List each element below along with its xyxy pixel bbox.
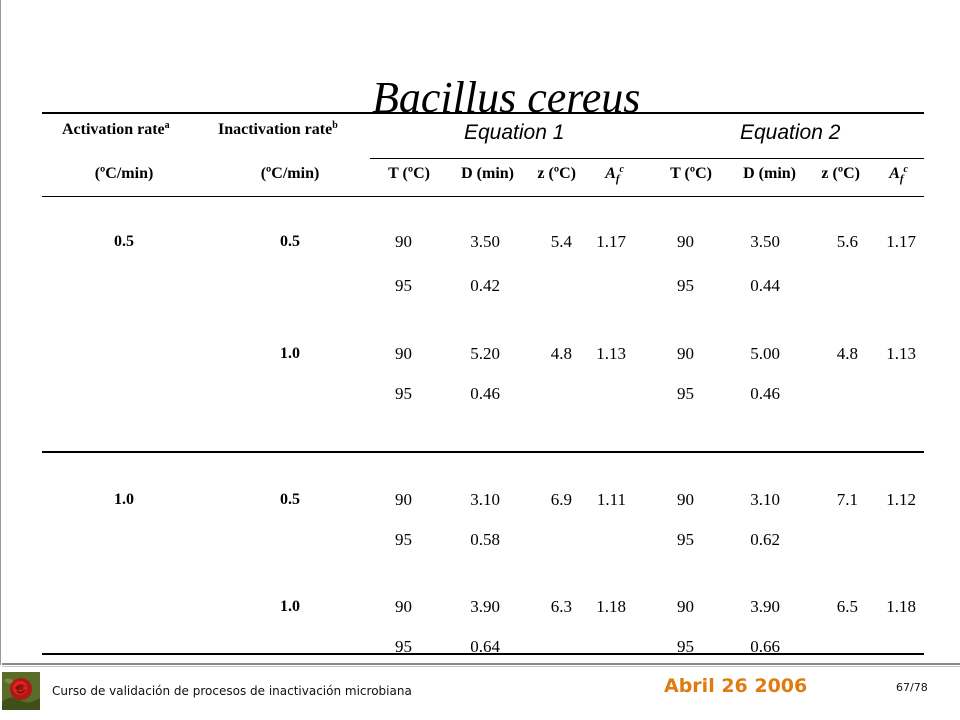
header-col-z2: z (ºC) <box>821 165 860 182</box>
table-cell-z1: 6.9 <box>550 490 572 509</box>
table-cell-z2: 6.5 <box>836 597 858 616</box>
table-cell-d1: 3.50 <box>470 232 500 251</box>
table-cell-z2: 4.8 <box>836 344 858 363</box>
table-cell-d2: 0.66 <box>750 637 780 656</box>
table-cell-t2: 95 <box>677 276 694 295</box>
footer-page-number: 67/78 <box>896 681 928 694</box>
table-cell-a2: 1.12 <box>886 490 916 509</box>
header-col-d2: D (min) <box>743 165 796 182</box>
table-cell-d2: 5.00 <box>750 344 780 363</box>
header-col-d1: D (min) <box>461 165 514 182</box>
table-cell-a2: 1.13 <box>886 344 916 363</box>
table-cell-act: 0.5 <box>114 233 134 250</box>
table-cell-act: 1.0 <box>114 491 134 508</box>
header-bottom-rule <box>42 196 924 197</box>
table-cell-d1: 0.64 <box>470 637 500 656</box>
group-separator-rule <box>42 451 924 453</box>
table-cell-d2: 0.62 <box>750 530 780 549</box>
table-cell-d1: 0.42 <box>470 276 500 295</box>
slide-title: Bacillus cereus <box>372 73 641 122</box>
table-cell-a2: 1.17 <box>886 232 916 251</box>
equation-group-rule <box>370 158 924 159</box>
header-units-inactivation: (ºC/min) <box>260 165 320 182</box>
left-border-rule <box>0 0 1 665</box>
table-cell-t2: 90 <box>677 344 694 363</box>
table-cell-inact: 0.5 <box>280 491 300 508</box>
header-col-af2: Afc <box>889 164 908 186</box>
table-cell-d1: 3.90 <box>470 597 500 616</box>
header-units-activation: (ºC/min) <box>94 165 154 182</box>
table-cell-t1: 90 <box>395 490 412 509</box>
table-cell-t1: 95 <box>395 530 412 549</box>
table-cell-a1: 1.13 <box>596 344 626 363</box>
table-cell-t2: 95 <box>677 530 694 549</box>
table-cell-inact: 1.0 <box>280 345 300 362</box>
table-cell-z1: 5.4 <box>550 232 572 251</box>
table-cell-z2: 7.1 <box>836 490 858 509</box>
table-cell-a1: 1.18 <box>596 597 626 616</box>
footer-rule <box>2 663 960 665</box>
table-cell-inact: 0.5 <box>280 233 300 250</box>
header-activation-rate: Activation ratea <box>62 120 170 138</box>
header-col-t2: T (ºC) <box>670 165 712 182</box>
table-cell-d1: 3.10 <box>470 490 500 509</box>
table-cell-d2: 0.44 <box>750 276 780 295</box>
table-cell-d2: 3.10 <box>750 490 780 509</box>
table-cell-t1: 95 <box>395 384 412 403</box>
table-cell-d2: 3.90 <box>750 597 780 616</box>
table-cell-t2: 95 <box>677 384 694 403</box>
header-col-t1: T (ºC) <box>388 165 430 182</box>
table-cell-d2: 0.46 <box>750 384 780 403</box>
table-cell-d1: 0.46 <box>470 384 500 403</box>
table-cell-t2: 95 <box>677 637 694 656</box>
table-cell-t1: 95 <box>395 276 412 295</box>
table-cell-z2: 5.6 <box>836 232 858 251</box>
header-col-af1: Afc <box>605 164 624 186</box>
footer-course-name: Curso de validación de procesos de inact… <box>52 684 412 698</box>
table-cell-z1: 4.8 <box>550 344 572 363</box>
table-cell-a2: 1.18 <box>886 597 916 616</box>
table-cell-t1: 90 <box>395 344 412 363</box>
table-cell-t1: 90 <box>395 232 412 251</box>
table-cell-a1: 1.11 <box>596 490 626 509</box>
table-cell-t2: 90 <box>677 597 694 616</box>
table-cell-d2: 3.50 <box>750 232 780 251</box>
table-cell-d1: 0.58 <box>470 530 500 549</box>
header-equation-2: Equation 2 <box>740 121 841 144</box>
header-col-z1: z (ºC) <box>537 165 576 182</box>
rose-logo-icon <box>2 672 40 710</box>
table-cell-t2: 90 <box>677 490 694 509</box>
table-cell-t1: 90 <box>395 597 412 616</box>
table-cell-a1: 1.17 <box>596 232 626 251</box>
table-cell-d1: 5.20 <box>470 344 500 363</box>
table-top-rule <box>42 112 924 114</box>
table-cell-t2: 90 <box>677 232 694 251</box>
header-inactivation-rate: Inactivation rateb <box>218 120 338 138</box>
table-bottom-rule <box>42 653 924 655</box>
table-cell-inact: 1.0 <box>280 598 300 615</box>
footer-rule-light <box>2 666 960 667</box>
footer-date: Abril 26 2006 <box>664 675 808 697</box>
table-cell-z1: 6.3 <box>550 597 572 616</box>
header-equation-1: Equation 1 <box>464 121 565 144</box>
table-cell-t1: 95 <box>395 637 412 656</box>
